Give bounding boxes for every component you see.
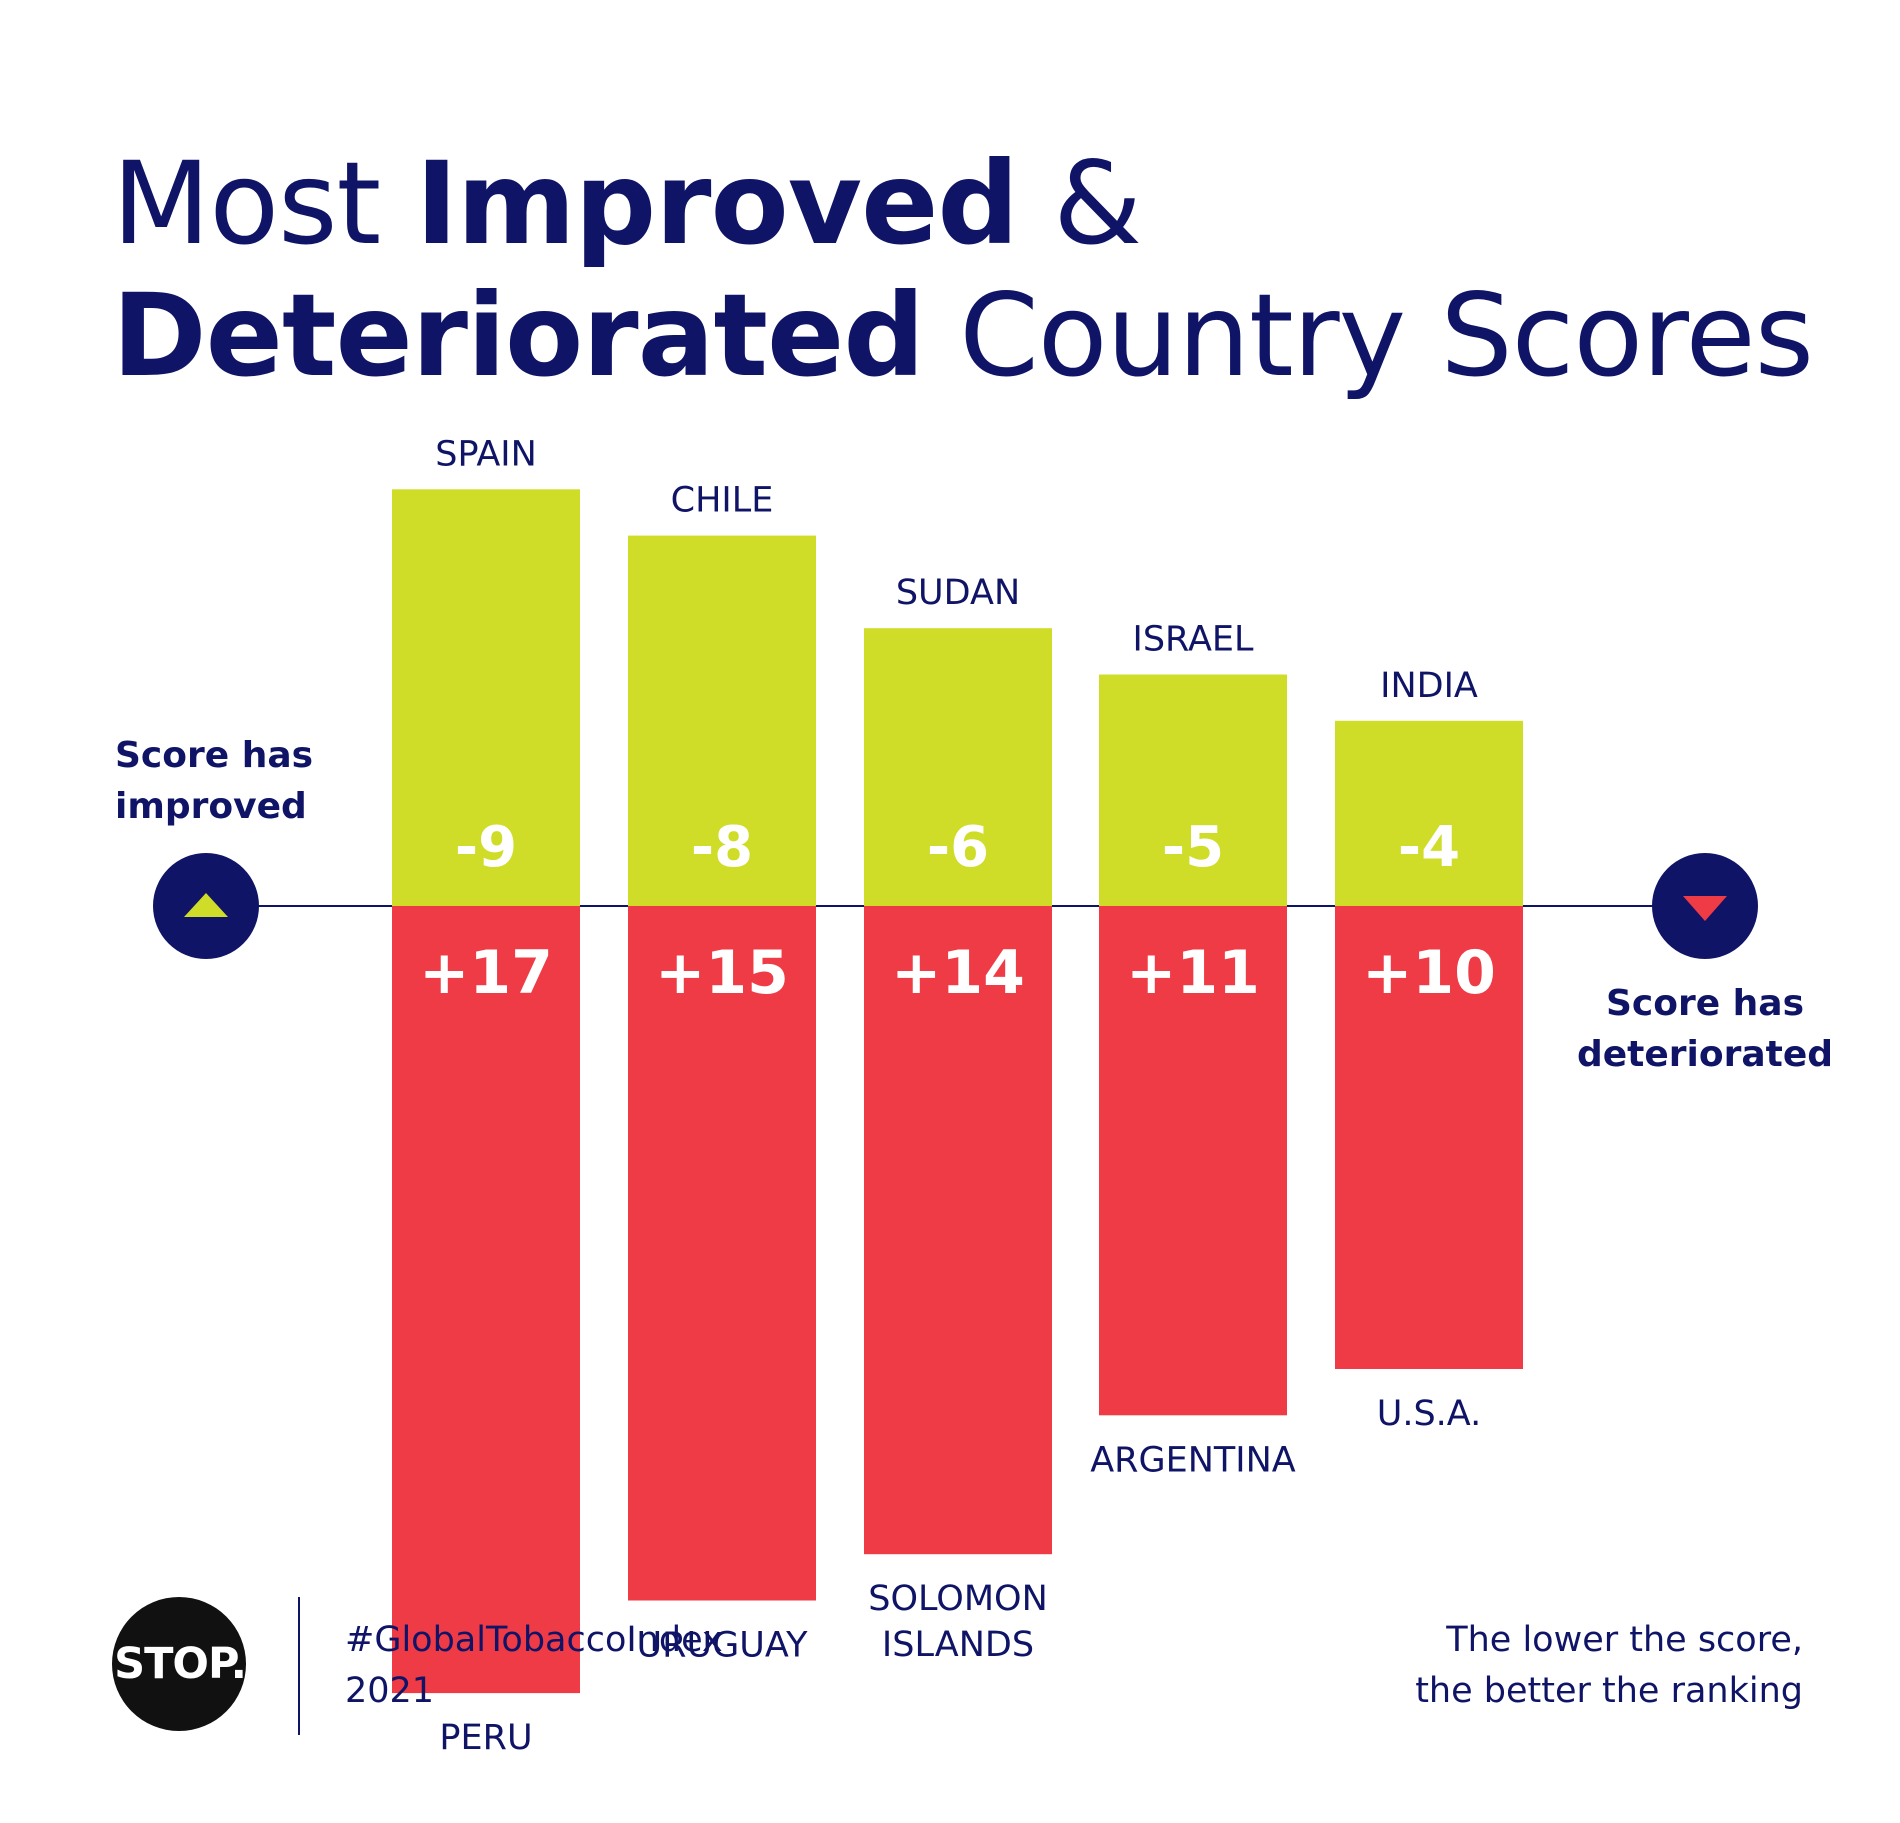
bar-deteriorated <box>392 906 580 1694</box>
category-label-improved: ISRAEL <box>1133 620 1254 660</box>
value-label-deteriorated: +17 <box>419 938 553 1008</box>
category-label-improved: SUDAN <box>896 573 1020 613</box>
category-label-improved: SPAIN <box>435 434 537 474</box>
bar-improved <box>864 628 1052 906</box>
bar-deteriorated <box>628 906 816 1601</box>
category-label-deteriorated: ARGENTINA <box>1090 1440 1296 1480</box>
category-label-improved: CHILE <box>671 481 774 521</box>
value-label-improved: -8 <box>691 815 753 880</box>
value-label-deteriorated: +11 <box>1126 938 1260 1008</box>
bar-deteriorated <box>1099 906 1287 1416</box>
value-label-improved: -5 <box>1162 815 1224 880</box>
value-label-deteriorated: +10 <box>1362 938 1496 1008</box>
legend-deteriorated-label: Score has deteriorated <box>1576 983 1834 1075</box>
triangle-up-icon <box>184 893 228 917</box>
category-label-improved: INDIA <box>1380 666 1478 706</box>
category-label-deteriorated: SOLOMON <box>868 1579 1048 1619</box>
footer-hashtag: #GlobalTobaccoIndex 2021 <box>345 1620 723 1711</box>
footer-divider <box>298 1597 300 1735</box>
title-line-1: Most Improved & <box>112 137 1142 270</box>
bar-deteriorated <box>864 906 1052 1555</box>
category-label-deteriorated: ISLANDS <box>882 1625 1034 1665</box>
title-line-2: Deteriorated Country Scores <box>112 269 1814 402</box>
category-label-deteriorated: PERU <box>439 1718 532 1758</box>
value-label-improved: -6 <box>927 815 989 880</box>
chart-title: Most Improved & Deteriorated Country Sco… <box>112 137 1814 402</box>
bar-improved <box>628 535 816 906</box>
value-label-deteriorated: +15 <box>655 938 789 1008</box>
category-label-deteriorated: URUGUAY <box>637 1626 809 1666</box>
bar-improved <box>1099 674 1287 906</box>
value-label-improved: -4 <box>1398 815 1460 880</box>
stop-logo: STOP. <box>112 1597 246 1731</box>
bar-improved <box>392 489 580 906</box>
category-label-deteriorated: U.S.A. <box>1377 1394 1482 1434</box>
bar-improved <box>1335 720 1523 906</box>
value-label-improved: -9 <box>455 815 517 880</box>
triangle-down-icon <box>1683 896 1727 921</box>
bar-deteriorated <box>1335 906 1523 1369</box>
footer-note: The lower the score, the better the rank… <box>1415 1620 1803 1711</box>
value-label-deteriorated: +14 <box>891 938 1025 1008</box>
legend-improved-label: Score has improved <box>115 735 314 827</box>
